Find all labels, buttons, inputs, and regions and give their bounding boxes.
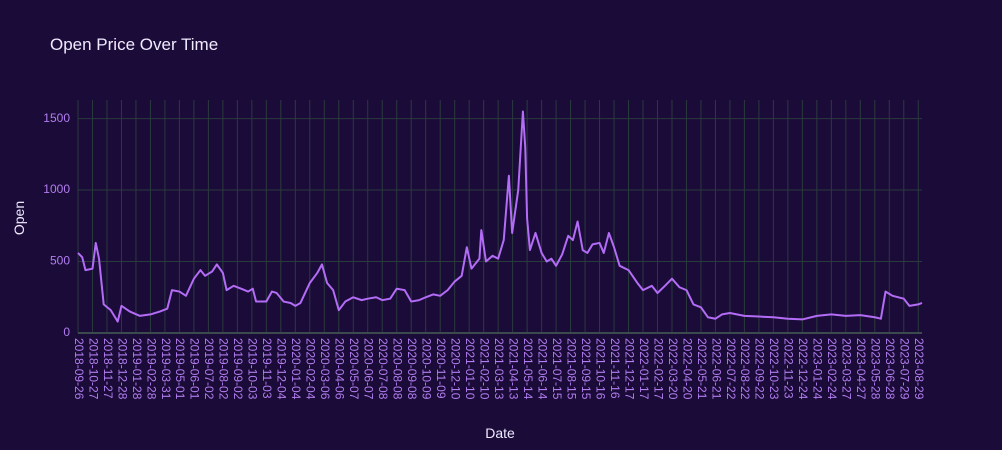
x-tick-label: 2022-03-20 (666, 338, 680, 400)
x-tick-label: 2023-06-28 (883, 338, 897, 400)
x-tick-label: 2020-05-07 (347, 338, 361, 400)
y-tick-label: 1500 (43, 111, 70, 125)
x-tick-label: 2018-09-26 (72, 338, 86, 400)
x-tick-label: 2021-08-15 (564, 338, 578, 400)
y-tick-label: 1000 (43, 182, 70, 196)
x-tick-label: 2021-07-15 (550, 338, 564, 400)
x-tick-label: 2023-08-29 (912, 338, 926, 400)
x-tick-label: 2019-05-01 (173, 338, 187, 400)
x-tick-label: 2021-10-16 (593, 338, 607, 400)
x-tick-label: 2021-11-16 (608, 338, 622, 399)
x-tick-label: 2020-01-04 (289, 338, 303, 400)
x-tick-label: 2020-06-07 (362, 338, 376, 400)
x-tick-label: 2020-10-09 (420, 338, 434, 400)
x-tick-label: 2023-04-27 (854, 338, 868, 400)
x-tick-label: 2019-08-02 (217, 338, 231, 400)
x-tick-label: 2022-10-23 (767, 338, 781, 400)
x-tick-label: 2018-10-27 (86, 338, 100, 400)
x-tick-label: 2021-04-13 (506, 338, 520, 400)
x-tick-label: 2019-03-31 (159, 338, 173, 400)
x-tick-label: 2021-02-10 (477, 338, 491, 400)
x-tick-label: 2022-08-22 (738, 338, 752, 400)
x-tick-label: 2021-09-15 (579, 338, 593, 400)
x-tick-label: 2022-06-21 (709, 338, 723, 400)
x-tick-label: 2021-12-17 (622, 338, 636, 400)
x-tick-label: 2019-01-28 (130, 338, 144, 400)
x-tick-label: 2018-11-27 (101, 338, 115, 399)
x-tick-label: 2021-05-14 (521, 338, 535, 400)
x-tick-label: 2019-11-03 (260, 338, 274, 399)
x-tick-label: 2020-03-06 (318, 338, 332, 400)
x-tick-label: 2022-02-17 (651, 338, 665, 400)
x-tick-label: 2019-12-04 (275, 338, 289, 400)
x-tick-label: 2021-01-10 (463, 338, 477, 400)
y-tick-label: 500 (50, 254, 70, 268)
x-tick-label: 2023-07-29 (898, 338, 912, 400)
x-tick-label: 2019-07-02 (202, 338, 216, 400)
x-tick-label: 2022-12-24 (796, 338, 810, 400)
x-tick-label: 2020-11-09 (434, 338, 448, 399)
x-tick-label: 2018-12-28 (115, 338, 129, 400)
price-line (77, 110, 923, 323)
x-tick-label: 2022-07-22 (724, 338, 738, 400)
chart-title: Open Price Over Time (50, 35, 218, 54)
x-tick-label: 2021-06-14 (535, 338, 549, 400)
x-tick-label: 2022-11-23 (782, 338, 796, 399)
x-tick-label: 2019-09-02 (231, 338, 245, 400)
x-tick-label: 2020-02-04 (304, 338, 318, 400)
x-tick-label: 2020-12-10 (448, 338, 462, 400)
x-tick-label: 2020-09-08 (405, 338, 419, 400)
x-tick-label: 2019-10-03 (246, 338, 260, 400)
x-tick-label: 2019-06-01 (188, 338, 202, 400)
x-tick-label: 2022-09-22 (753, 338, 767, 400)
x-tick-label: 2023-02-24 (825, 338, 839, 400)
x-tick-label: 2019-02-28 (144, 338, 158, 400)
x-tick-label: 2022-04-20 (680, 338, 694, 400)
y-axis-title: Open (11, 201, 27, 235)
x-tick-label: 2022-01-17 (637, 338, 651, 400)
x-tick-label: 2022-05-21 (695, 338, 709, 400)
x-axis-title: Date (485, 425, 515, 441)
x-tick-label: 2020-07-08 (376, 338, 390, 400)
x-tick-label: 2023-01-24 (811, 338, 825, 400)
x-tick-label: 2020-04-06 (333, 338, 347, 400)
x-tick-label: 2023-03-27 (840, 338, 854, 400)
x-tick-label: 2023-05-28 (869, 338, 883, 400)
x-tick-label: 2020-08-08 (391, 338, 405, 400)
x-tick-label: 2021-03-13 (492, 338, 506, 400)
y-tick-label: 0 (63, 325, 70, 339)
